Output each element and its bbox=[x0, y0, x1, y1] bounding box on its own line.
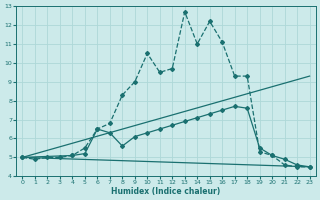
X-axis label: Humidex (Indice chaleur): Humidex (Indice chaleur) bbox=[111, 187, 221, 196]
